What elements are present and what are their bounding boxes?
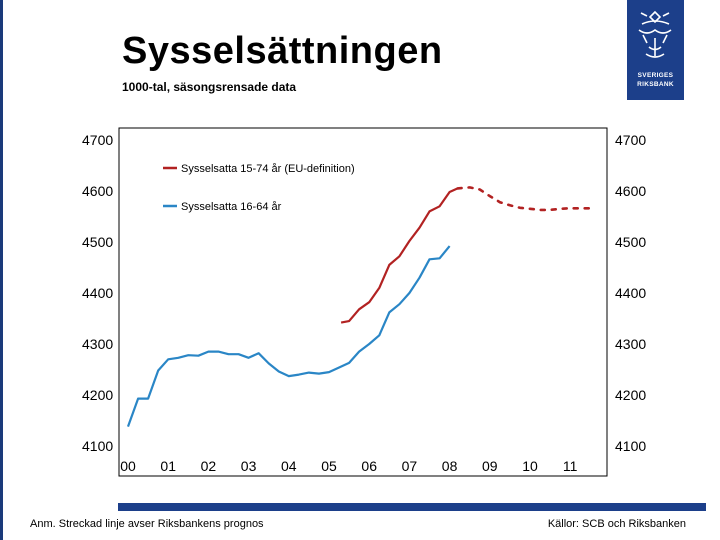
y-tick-left-4700: 4700 <box>82 132 113 148</box>
x-tick-06: 06 <box>361 458 377 474</box>
y-tick-right-4400: 4400 <box>615 285 646 301</box>
riksbank-logo: SVERIGES RIKSBANK <box>627 0 684 100</box>
x-tick-08: 08 <box>442 458 458 474</box>
series-line-1 <box>126 245 451 427</box>
series-layer <box>126 186 592 427</box>
left-accent-rule <box>0 0 3 540</box>
x-tick-09: 09 <box>482 458 498 474</box>
page-title: Sysselsättningen <box>122 30 443 72</box>
x-tick-05: 05 <box>321 458 337 474</box>
y-tick-right-4300: 4300 <box>615 336 646 352</box>
y-axis-left: 4700 4600 4500 4400 4300 4200 4100 <box>82 132 113 454</box>
y-tick-right-4200: 4200 <box>615 387 646 403</box>
x-tick-07: 07 <box>402 458 418 474</box>
y-axis-right: 4700 4600 4500 4400 4300 4200 4100 <box>615 132 646 454</box>
bottom-brand-bar <box>118 503 706 511</box>
source-note: Källor: SCB och Riksbanken <box>547 518 686 530</box>
footnote: Anm. Streckad linje avser Riksbankens pr… <box>30 518 264 530</box>
y-tick-right-4100: 4100 <box>615 438 646 454</box>
logo-text-line2: RIKSBANK <box>637 81 674 88</box>
legend-label-blue: Sysselsatta 16-64 år <box>181 201 282 213</box>
x-axis: 00 01 02 03 04 05 06 07 08 09 10 11 <box>120 458 577 474</box>
series-line-0 <box>340 187 459 324</box>
y-tick-left-4300: 4300 <box>82 336 113 352</box>
series-line-2 <box>456 186 592 212</box>
y-tick-left-4600: 4600 <box>82 183 113 199</box>
y-tick-left-4100: 4100 <box>82 438 113 454</box>
y-tick-left-4500: 4500 <box>82 234 113 250</box>
crest-icon <box>638 10 672 58</box>
x-tick-02: 02 <box>201 458 217 474</box>
x-tick-10: 10 <box>522 458 538 474</box>
x-tick-03: 03 <box>241 458 257 474</box>
y-tick-right-4500: 4500 <box>615 234 646 250</box>
x-tick-00: 00 <box>120 458 136 474</box>
y-tick-left-4400: 4400 <box>82 285 113 301</box>
legend: Sysselsatta 15-74 år (EU-definition) Sys… <box>163 163 355 213</box>
y-tick-right-4700: 4700 <box>615 132 646 148</box>
page-subtitle: 1000-tal, säsongsrensade data <box>122 80 297 94</box>
legend-background <box>156 152 392 224</box>
logo-text-line1: SVERIGES <box>637 72 674 79</box>
x-tick-04: 04 <box>281 458 297 474</box>
x-tick-11: 11 <box>563 458 578 474</box>
y-tick-right-4600: 4600 <box>615 183 646 199</box>
plot-frame <box>118 127 608 477</box>
y-tick-left-4200: 4200 <box>82 387 113 403</box>
x-tick-01: 01 <box>160 458 176 474</box>
legend-label-red: Sysselsatta 15-74 år (EU-definition) <box>181 163 355 175</box>
